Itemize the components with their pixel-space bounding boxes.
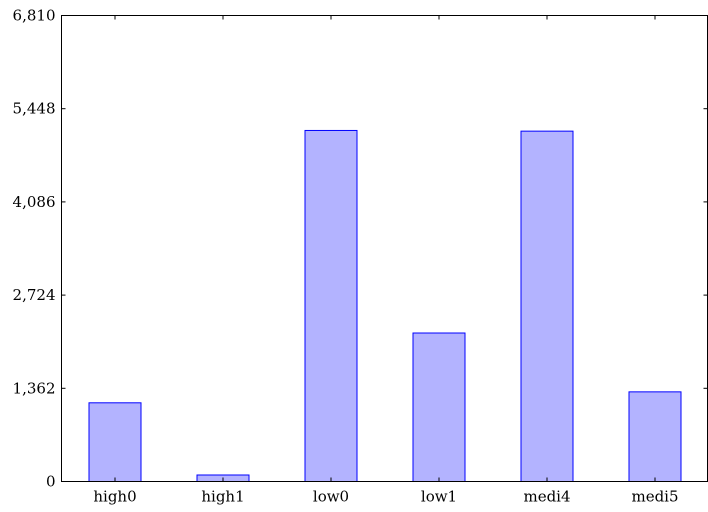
x-tick-label-medi4: medi4 — [523, 488, 570, 506]
x-tick-label-low0: low0 — [313, 488, 349, 506]
x-tick-label-high0: high0 — [93, 488, 136, 506]
tick-labels-group: high0 high1 low0 low1 medi4 medi5 0 1,362 2,724 4… — [13, 7, 679, 506]
bar-medi5 — [628, 391, 682, 483]
y-tick-label-5: 6,810 — [13, 7, 56, 25]
x-tick-label-high1: high1 — [201, 488, 244, 506]
bar-medi4 — [520, 130, 574, 482]
y-tick-label-2: 2,724 — [13, 286, 56, 304]
ticks-group — [61, 15, 708, 482]
y-tick-label-3: 4,086 — [13, 193, 56, 211]
y-tick-label-1: 1,362 — [13, 379, 56, 397]
bar-low1 — [412, 332, 466, 482]
y-tick-label-4: 5,448 — [13, 100, 56, 118]
x-tick-label-medi5: medi5 — [631, 488, 678, 506]
plot-frame — [61, 15, 708, 482]
bar-high0 — [88, 402, 142, 483]
bars-group — [88, 129, 682, 483]
bar-low0 — [304, 129, 358, 482]
x-tick-label-low1: low1 — [421, 488, 457, 506]
y-tick-label-0: 0 — [46, 473, 56, 491]
